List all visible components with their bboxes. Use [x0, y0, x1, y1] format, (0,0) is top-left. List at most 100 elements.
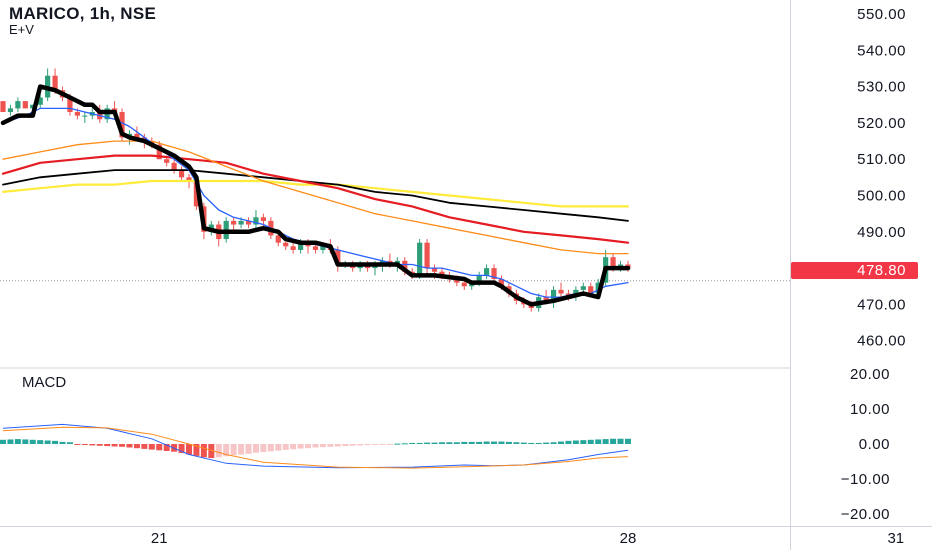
macd-pane[interactable]: [0, 423, 631, 469]
macd-histogram-bar: [349, 444, 356, 446]
macd-histogram-bar: [230, 444, 237, 456]
macd-histogram-bar: [468, 441, 475, 444]
macd-histogram-bar: [96, 444, 103, 446]
macd-histogram-bar: [416, 442, 423, 444]
macd-histogram-bar: [81, 444, 88, 446]
macd-histogram-bar: [290, 444, 297, 450]
macd-histogram-bar: [624, 438, 631, 444]
candle[interactable]: [171, 159, 177, 174]
candle[interactable]: [320, 246, 326, 254]
macd-histogram-bar: [565, 440, 572, 444]
macd-histogram-bar: [602, 439, 609, 444]
macd-histogram-bar: [431, 442, 438, 444]
macd-histogram-bar: [178, 444, 185, 454]
macd-histogram-bar: [587, 439, 594, 444]
macd-histogram-bar: [44, 440, 51, 444]
macd-histogram-bar: [386, 444, 393, 445]
macd-histogram-bar: [119, 444, 126, 447]
macd-histogram-bar: [215, 444, 222, 458]
macd-axis-tick: 20.00: [850, 366, 890, 383]
candle[interactable]: [15, 97, 21, 113]
macd-histogram-bar: [22, 439, 29, 444]
macd-series-line: [2, 426, 629, 469]
macd-histogram-bar: [260, 444, 267, 453]
macd-histogram-bar: [267, 444, 274, 452]
macd-histogram-bar: [558, 441, 564, 444]
candle[interactable]: [0, 101, 6, 113]
macd-histogram-bar: [89, 444, 96, 446]
macd-histogram-bar: [364, 444, 371, 446]
candle[interactable]: [417, 239, 423, 279]
macd-histogram-bar: [245, 444, 252, 454]
macd-axis-tick: 10.00: [850, 401, 890, 418]
macd-axis-tick: 0.00: [859, 436, 890, 453]
macd-histogram-bar: [14, 439, 21, 444]
price-axis-tick: 520.00: [857, 115, 906, 132]
macd-histogram-bar: [580, 440, 587, 444]
candle[interactable]: [253, 210, 259, 229]
macd-histogram-bar: [29, 439, 36, 444]
macd-histogram-bar: [446, 442, 453, 444]
moving-average-line: [2, 140, 629, 255]
macd-histogram-bar: [409, 442, 416, 444]
macd-histogram-bar: [163, 444, 170, 451]
macd-histogram-bar: [252, 444, 259, 453]
macd-histogram-bar: [59, 441, 66, 444]
macd-histogram-bar: [7, 439, 14, 444]
macd-histogram-bar: [104, 444, 111, 447]
price-pane[interactable]: [0, 68, 790, 312]
macd-axis-tick: −20.00: [841, 506, 890, 523]
macd-histogram-bar: [297, 444, 304, 449]
candle[interactable]: [424, 239, 430, 276]
macd-histogram-bar: [223, 444, 230, 457]
candle[interactable]: [178, 166, 185, 181]
macd-histogram-bar: [453, 442, 460, 444]
candle[interactable]: [22, 101, 28, 109]
chart-title: MARICO, 1h, NSE: [9, 4, 157, 23]
macd-histogram-bar: [476, 441, 483, 444]
price-axis-tick: 500.00: [857, 188, 906, 205]
macd-histogram-bar: [334, 444, 341, 447]
macd-histogram-bar: [74, 444, 81, 445]
candle[interactable]: [491, 264, 497, 283]
macd-histogram-bar: [305, 444, 312, 449]
candle[interactable]: [37, 93, 43, 109]
candle[interactable]: [82, 112, 88, 123]
candle[interactable]: [558, 282, 564, 298]
macd-histogram-bar: [186, 444, 192, 455]
last-price-tag: 478.80: [791, 262, 918, 279]
macd-histogram-bar: [572, 440, 579, 444]
macd-histogram-bar: [282, 444, 289, 450]
macd-histogram-bar: [401, 443, 408, 445]
macd-histogram-bar: [275, 444, 282, 451]
candle[interactable]: [260, 213, 266, 229]
candle[interactable]: [290, 242, 296, 254]
macd-histogram-bar: [424, 442, 431, 444]
candle[interactable]: [484, 264, 490, 279]
macd-histogram-bar: [357, 444, 364, 446]
macd-histogram-bar: [126, 444, 133, 448]
macd-histogram-bar: [52, 440, 59, 444]
price-axis-tick: 550.00: [857, 6, 906, 23]
macd-histogram-bar: [133, 444, 140, 449]
macd-histogram-bar: [483, 441, 490, 444]
price-axis-tick: 510.00: [857, 151, 906, 168]
macd-histogram-bar: [200, 444, 207, 458]
macd-histogram-bar: [148, 444, 155, 450]
candle[interactable]: [7, 104, 14, 116]
macd-histogram-bar: [312, 444, 319, 448]
time-axis-tick: 31: [887, 530, 904, 547]
macd-histogram-bar: [66, 442, 73, 444]
moving-average-line: [2, 169, 629, 222]
last-price-value: 478.80: [857, 262, 906, 279]
macd-histogram-bar: [491, 441, 498, 444]
moving-average-line: [1, 154, 630, 244]
macd-axis-tick: −10.00: [841, 471, 890, 488]
candle[interactable]: [231, 217, 237, 232]
candle[interactable]: [245, 217, 252, 229]
macd-histogram-bar: [156, 444, 163, 451]
macd-histogram-bar: [319, 444, 326, 448]
